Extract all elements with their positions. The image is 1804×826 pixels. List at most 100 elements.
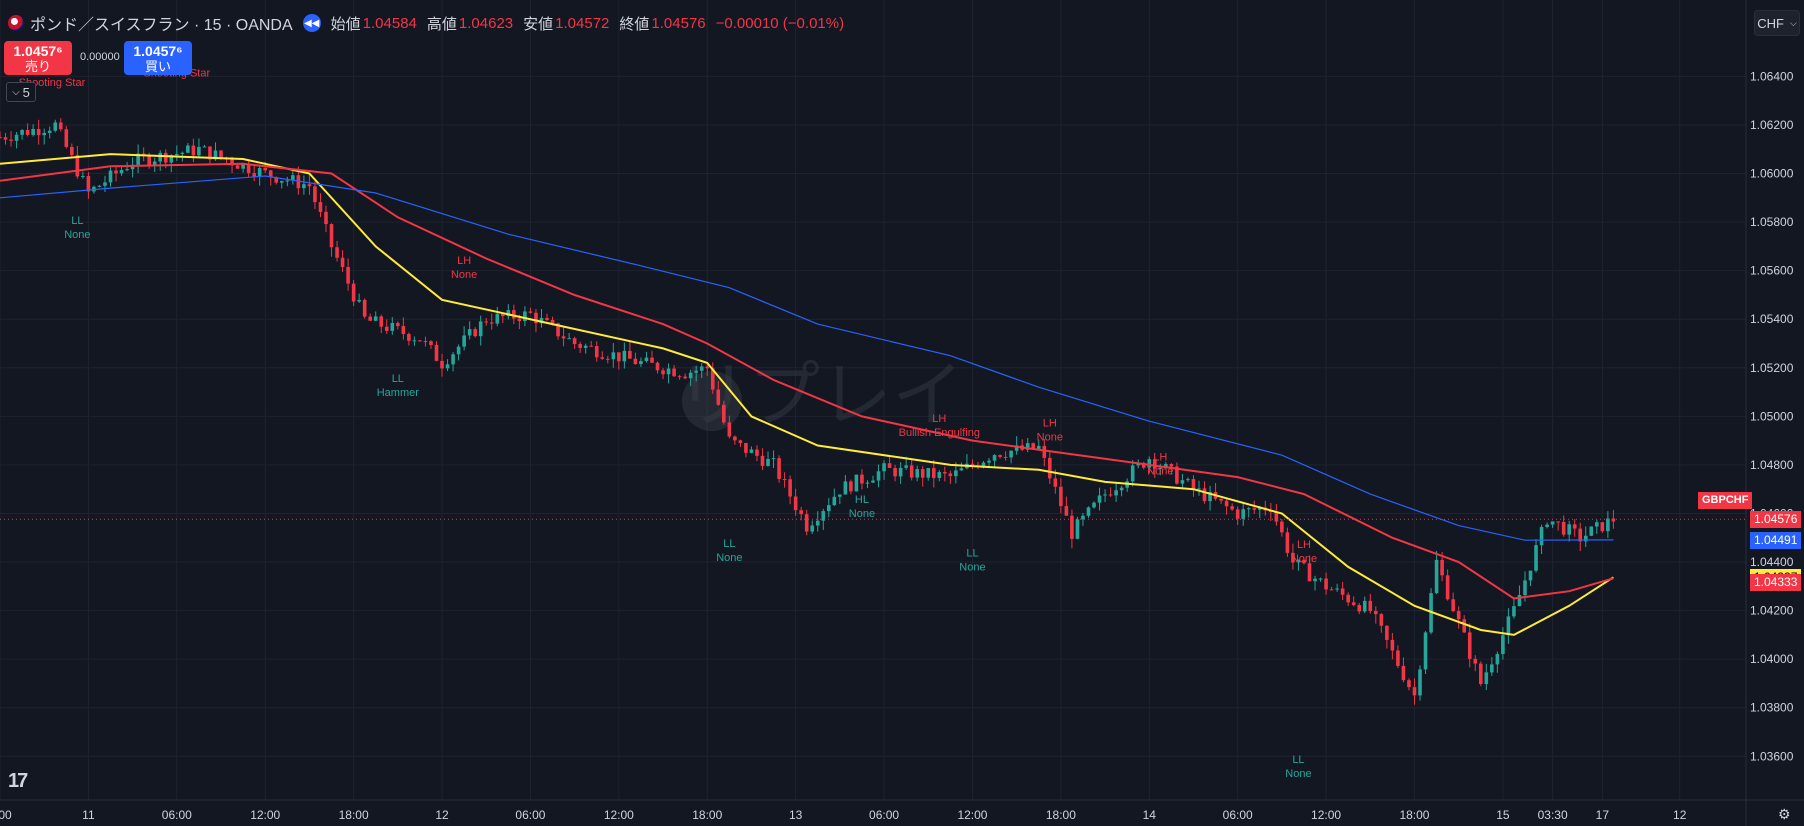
candle [467, 329, 472, 336]
candle [727, 422, 732, 437]
candle [75, 155, 80, 177]
open-value: 1.04584 [362, 14, 417, 32]
candle [882, 463, 886, 472]
candle [633, 358, 638, 365]
candle [434, 344, 439, 361]
candle [1545, 524, 1549, 527]
pattern-label: LH [1153, 452, 1167, 464]
candle [0, 137, 2, 139]
price-tick-label: 1.06400 [1750, 69, 1794, 83]
candle [1186, 479, 1190, 481]
candle [1401, 665, 1406, 681]
candle [832, 496, 837, 506]
candle [1595, 522, 1599, 527]
candle [815, 520, 820, 526]
price-tick-label: 1.05600 [1750, 264, 1794, 278]
symbol-title[interactable]: ポンド／スイスフラン · 15 · OANDA [30, 17, 293, 34]
price-axis [1746, 0, 1804, 826]
indicator-count: 5 [22, 84, 30, 100]
sell-button[interactable]: 1.0457⁶ 売り [4, 41, 72, 75]
candle [931, 468, 936, 478]
candle [114, 170, 118, 174]
candle [578, 344, 582, 348]
time-tick-label: 12:00 [1311, 808, 1341, 822]
candle [788, 479, 792, 497]
open-label: 始値 [330, 15, 361, 33]
candle [1031, 443, 1036, 449]
candle [1108, 494, 1113, 496]
time-tick-label: 06:00 [869, 808, 899, 822]
candle [1003, 456, 1008, 458]
candle [1042, 445, 1047, 458]
candle [1423, 632, 1428, 670]
candle [655, 362, 660, 371]
candle [1340, 588, 1345, 595]
candle [418, 340, 422, 342]
candle [1219, 498, 1223, 501]
price-tick-label: 1.03800 [1750, 701, 1794, 715]
candle [246, 163, 251, 174]
candle [191, 145, 196, 156]
candle [495, 313, 500, 324]
candle [14, 134, 19, 141]
candle [666, 368, 671, 375]
candle [793, 496, 798, 511]
candle [1164, 464, 1168, 468]
candle [1252, 508, 1257, 510]
candle [998, 455, 1002, 457]
candle [1329, 589, 1334, 591]
candle [1059, 486, 1063, 507]
candle [699, 366, 704, 371]
candle [1418, 669, 1422, 696]
tradingview-logo-icon[interactable]: 17 [8, 770, 28, 792]
candle [136, 153, 140, 165]
candle [838, 494, 842, 497]
candle [1152, 459, 1157, 469]
pattern-sublabel: None [451, 269, 477, 281]
candle [285, 180, 290, 182]
time-tick-label: 06:00 [515, 808, 545, 822]
candle [534, 312, 538, 324]
candle [594, 346, 599, 358]
candle [1396, 650, 1400, 666]
candle [760, 455, 765, 466]
candle [103, 182, 107, 186]
currency-selector[interactable]: CHF ⌵ [1754, 10, 1800, 36]
gear-icon[interactable]: ⚙ [1778, 806, 1791, 822]
candle [909, 465, 914, 478]
pattern-label: LH [1043, 418, 1057, 430]
candle [539, 317, 544, 324]
candle [1235, 509, 1240, 519]
candle [268, 170, 273, 178]
candle [291, 175, 295, 181]
candle [1280, 521, 1284, 533]
candle [1230, 506, 1234, 510]
candle [755, 449, 759, 456]
candle [152, 161, 157, 166]
indicator-collapse-button[interactable]: ⌵ 5 [6, 82, 36, 102]
candle [473, 329, 477, 337]
time-tick-label: 13 [789, 808, 803, 822]
candle [1202, 488, 1207, 502]
candle [263, 168, 268, 171]
candle [600, 357, 605, 359]
candle [766, 458, 770, 466]
candle [197, 146, 201, 156]
price-tick-label: 1.04800 [1750, 458, 1794, 472]
candle [981, 462, 986, 468]
candle [335, 247, 339, 258]
price-tick-label: 1.04400 [1750, 555, 1794, 569]
candle [1517, 595, 1522, 607]
replay-icon[interactable]: ◀◀ [302, 14, 321, 32]
candle [650, 357, 654, 363]
candle [738, 440, 743, 443]
candle [561, 336, 566, 339]
candle [992, 455, 997, 461]
price-tick-label: 1.05800 [1750, 215, 1794, 229]
buy-button[interactable]: 1.0457⁶ 買い [124, 41, 192, 75]
candle [722, 404, 726, 423]
candle [661, 370, 665, 375]
candle [1390, 639, 1395, 651]
candle [1180, 480, 1185, 484]
